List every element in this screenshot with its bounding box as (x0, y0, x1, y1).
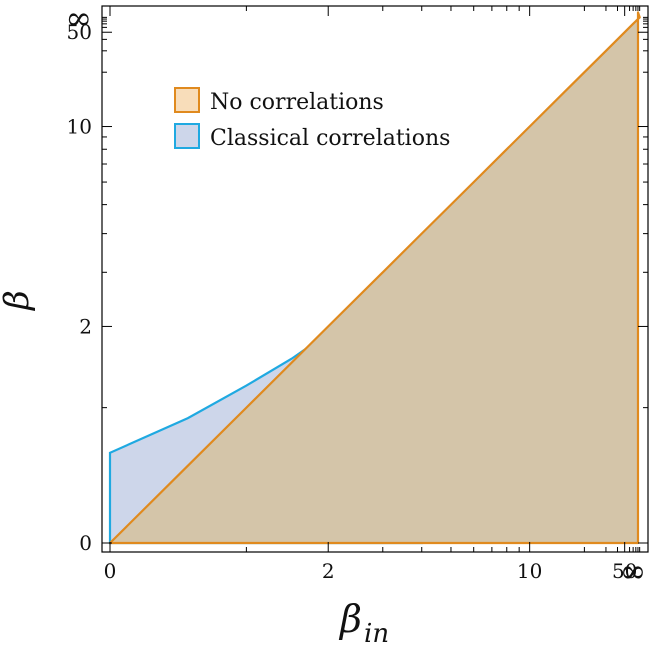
x-tick-label: 0 (104, 559, 117, 583)
x-axis-label-subscript: in (364, 619, 389, 649)
x-tick-label: 2 (322, 559, 335, 583)
y-tick-label: 2 (79, 314, 92, 338)
y-tick-label: ∞ (65, 0, 92, 37)
x-axis-ticks: 0 2 10 50∞ (104, 6, 647, 590)
y-tick-label: 0 (79, 531, 92, 555)
x-tick-label: 50 (612, 559, 637, 583)
plot-frame (101, 5, 649, 553)
legend-swatch-no-correlations (174, 87, 200, 113)
series-area-no-correlations (108, 11, 641, 545)
y-axis-label: β (0, 290, 37, 312)
y-tick-label: 10 (67, 115, 92, 139)
legend-label-classical-correlations: Classical correlations (210, 126, 450, 151)
x-tick-label: 10 (517, 559, 542, 583)
legend: No correlations Classical correlations (174, 87, 450, 151)
y-tick-label: 50 (67, 20, 92, 44)
legend-swatch-classical-correlations (174, 123, 200, 149)
x-axis-label: β (338, 597, 362, 641)
legend-label-no-correlations: No correlations (210, 90, 384, 115)
x-tick-label: ∞ (620, 552, 647, 590)
y-axis-ticks: 0 2 10 50∞ (65, 0, 648, 555)
